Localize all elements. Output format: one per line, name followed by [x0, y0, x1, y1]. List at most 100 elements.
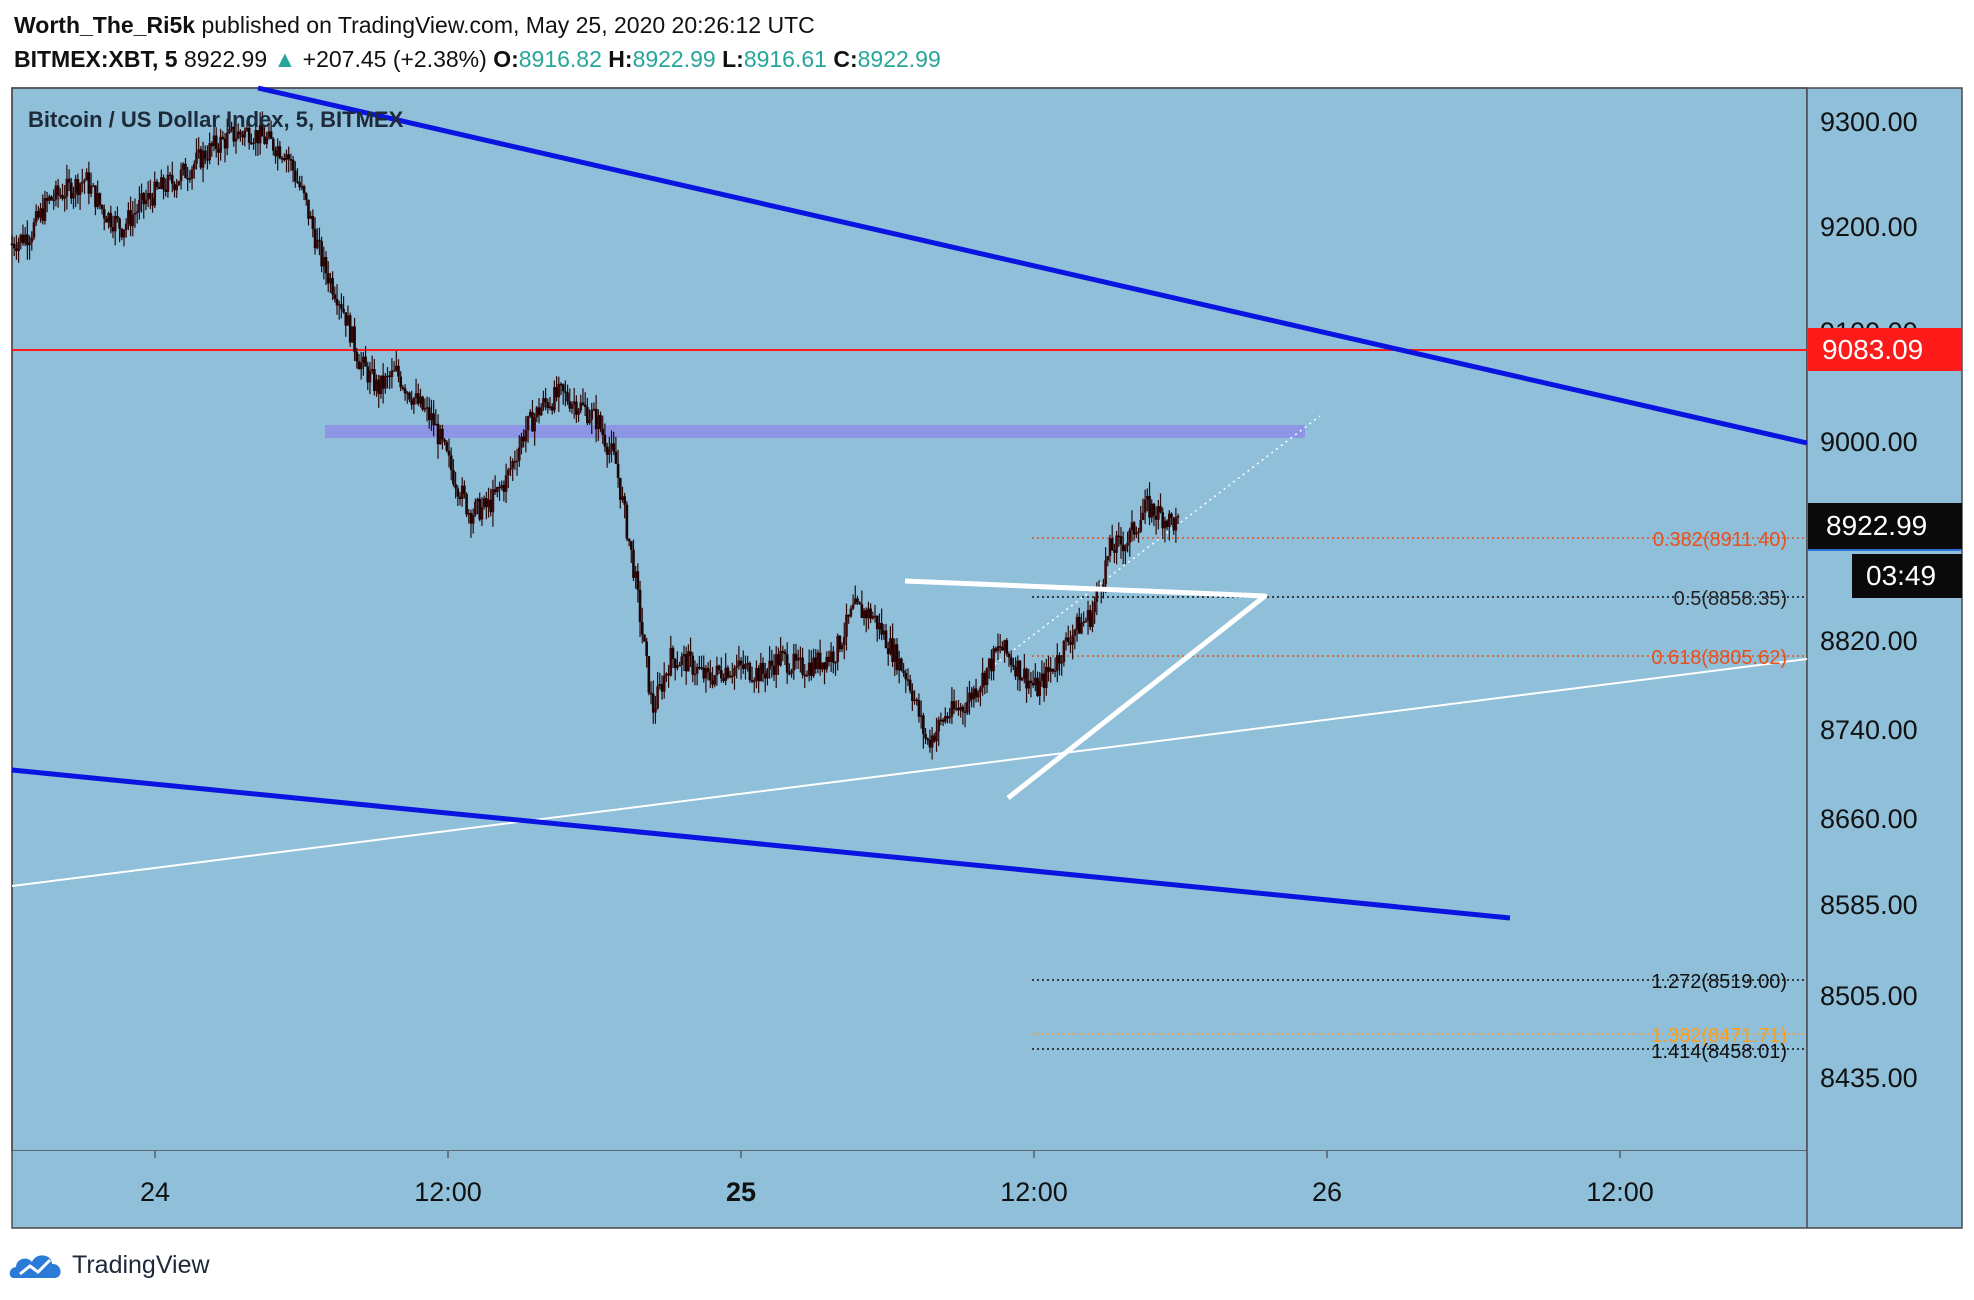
- tradingview-logo[interactable]: TradingView: [8, 1248, 210, 1282]
- candle-body: [656, 686, 659, 709]
- candle-body: [777, 654, 780, 666]
- candle-body: [513, 461, 517, 463]
- candle-body: [1093, 601, 1096, 613]
- candle-body: [878, 622, 881, 630]
- candle-body: [500, 484, 504, 488]
- candle-body: [691, 655, 695, 675]
- candle-body: [289, 158, 293, 161]
- candle-body: [362, 356, 365, 363]
- candle-body: [217, 149, 220, 153]
- candle-body: [199, 149, 203, 168]
- chart-title: Bitcoin / US Dollar Index, 5, BITMEX: [28, 107, 404, 132]
- candle-body: [761, 662, 765, 674]
- candle-body: [1172, 518, 1175, 531]
- candle-body: [1012, 664, 1015, 667]
- candle-body: [952, 701, 956, 710]
- candle-body: [179, 169, 183, 182]
- candle-body: [447, 450, 451, 456]
- candle-body: [1003, 640, 1006, 651]
- candle-body: [864, 610, 868, 619]
- candle-body: [135, 211, 139, 214]
- candle-body: [153, 181, 157, 206]
- candle-body: [618, 477, 622, 500]
- candle-body: [825, 656, 829, 670]
- candle-body: [1001, 647, 1004, 651]
- candle-body: [897, 658, 901, 671]
- candle-body: [324, 257, 328, 274]
- candle-body: [774, 654, 778, 675]
- candle-body: [862, 610, 866, 619]
- candle-body: [293, 170, 297, 182]
- candle-body: [311, 215, 315, 230]
- candle-body: [1106, 556, 1110, 561]
- candle-body: [1119, 536, 1123, 545]
- candle-body: [1141, 512, 1145, 521]
- fib-labels: 0.382(8911.40) 0.5(8858.35) 0.618(8805.6…: [1651, 529, 1787, 1063]
- x-tick: 26: [1312, 1177, 1342, 1207]
- candle-body: [390, 370, 394, 377]
- candle-body: [1055, 655, 1059, 671]
- candle-body: [965, 701, 969, 713]
- candle-body: [568, 401, 572, 409]
- candle-body: [836, 635, 839, 662]
- candle-body: [915, 699, 919, 702]
- time-axis-background: [12, 1151, 1807, 1228]
- candle-body: [941, 719, 945, 722]
- candle-body: [502, 484, 506, 492]
- candle-body: [221, 136, 225, 139]
- candle-body: [160, 177, 163, 189]
- candle-body: [818, 652, 822, 670]
- candle-body: [900, 658, 903, 671]
- candle-body: [706, 668, 710, 673]
- candle-body: [1071, 635, 1074, 645]
- candle-body: [421, 396, 424, 410]
- candle-body: [192, 163, 196, 170]
- candle-body: [318, 239, 321, 242]
- candle-body: [807, 662, 811, 676]
- candle-body: [19, 234, 23, 242]
- candle-body: [98, 193, 102, 206]
- candle-body: [1060, 661, 1063, 664]
- x-tick: 12:00: [414, 1177, 482, 1207]
- channel-lower-line: [11, 767, 1511, 921]
- candle-body: [1031, 682, 1035, 686]
- candle-body: [1045, 667, 1048, 688]
- candle-body: [346, 315, 350, 326]
- plot-background: [11, 87, 1808, 1152]
- candle-body: [208, 143, 211, 161]
- candle-body: [524, 430, 528, 442]
- candle-body: [1159, 506, 1162, 513]
- candle-body: [950, 701, 954, 717]
- candle-body: [144, 199, 148, 205]
- candle-body: [987, 658, 991, 668]
- candle-body: [575, 401, 578, 415]
- candle-body: [210, 143, 214, 147]
- candle-body: [401, 387, 405, 389]
- candle-body: [469, 513, 473, 524]
- candle-body: [175, 185, 178, 191]
- candle-body: [52, 199, 56, 202]
- candle-body: [232, 126, 236, 142]
- candle-body: [320, 241, 323, 267]
- candle-body: [976, 692, 980, 698]
- candle-body: [537, 407, 541, 416]
- candle-body: [550, 406, 554, 411]
- candle-body: [72, 192, 75, 199]
- symbol-header: BITMEX:XBT, 5 8922.99 ▲ +207.45 (+2.38%)…: [14, 42, 941, 76]
- candle-body: [234, 138, 238, 142]
- candle-body: [386, 375, 389, 378]
- candle-body: [623, 496, 626, 505]
- candle-body: [452, 470, 455, 485]
- candle-body: [509, 468, 512, 470]
- candle-body: [1128, 530, 1132, 543]
- tradingview-cloud-icon: [9, 1255, 61, 1278]
- candle-body: [658, 684, 662, 687]
- candle-body: [1167, 513, 1171, 528]
- candle-body: [151, 198, 154, 206]
- candle-body: [1154, 515, 1158, 520]
- candle-body: [1016, 660, 1020, 677]
- candle-body: [671, 647, 675, 659]
- author-name[interactable]: Worth_The_Ri5k: [14, 12, 196, 38]
- candle-body: [91, 185, 95, 187]
